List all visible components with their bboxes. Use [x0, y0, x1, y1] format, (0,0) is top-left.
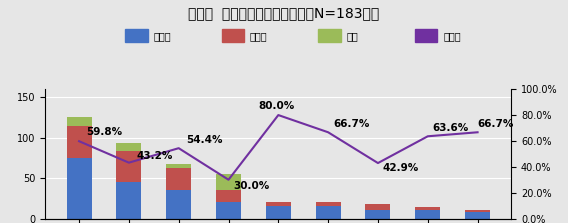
Bar — [116, 151, 141, 182]
Text: 撤去数: 撤去数 — [250, 31, 268, 41]
Bar — [266, 202, 291, 206]
Bar — [166, 164, 191, 168]
Bar — [465, 210, 490, 212]
Bar — [415, 211, 440, 219]
Text: 63.6%: 63.6% — [433, 123, 469, 133]
Text: 不明: 不明 — [346, 31, 358, 41]
Text: 残存数: 残存数 — [153, 31, 171, 41]
Bar — [66, 118, 91, 126]
Bar — [316, 202, 341, 206]
Bar — [216, 202, 241, 219]
Bar — [116, 143, 141, 151]
Bar — [216, 174, 241, 190]
Bar — [365, 204, 390, 211]
Bar — [66, 158, 91, 219]
Text: 80.0%: 80.0% — [258, 101, 295, 111]
Bar — [66, 126, 91, 158]
Text: 66.7%: 66.7% — [478, 119, 514, 129]
Bar — [415, 207, 440, 211]
Text: 54.4%: 54.4% — [186, 135, 223, 145]
Bar — [166, 190, 191, 219]
Bar — [365, 211, 390, 219]
Bar — [316, 206, 341, 219]
Bar — [116, 182, 141, 219]
Text: 図－１  遊具の設置数と残存率　N=183組合: 図－１ 遊具の設置数と残存率 N=183組合 — [189, 7, 379, 21]
Text: 59.8%: 59.8% — [86, 127, 123, 137]
Text: 30.0%: 30.0% — [233, 181, 270, 191]
Text: 66.7%: 66.7% — [333, 119, 370, 129]
Bar — [465, 212, 490, 219]
Bar — [166, 168, 191, 190]
Bar — [266, 206, 291, 219]
Bar — [216, 190, 241, 202]
Text: 43.2%: 43.2% — [136, 151, 173, 161]
Text: 残存率: 残存率 — [443, 31, 461, 41]
Text: 42.9%: 42.9% — [383, 163, 419, 173]
